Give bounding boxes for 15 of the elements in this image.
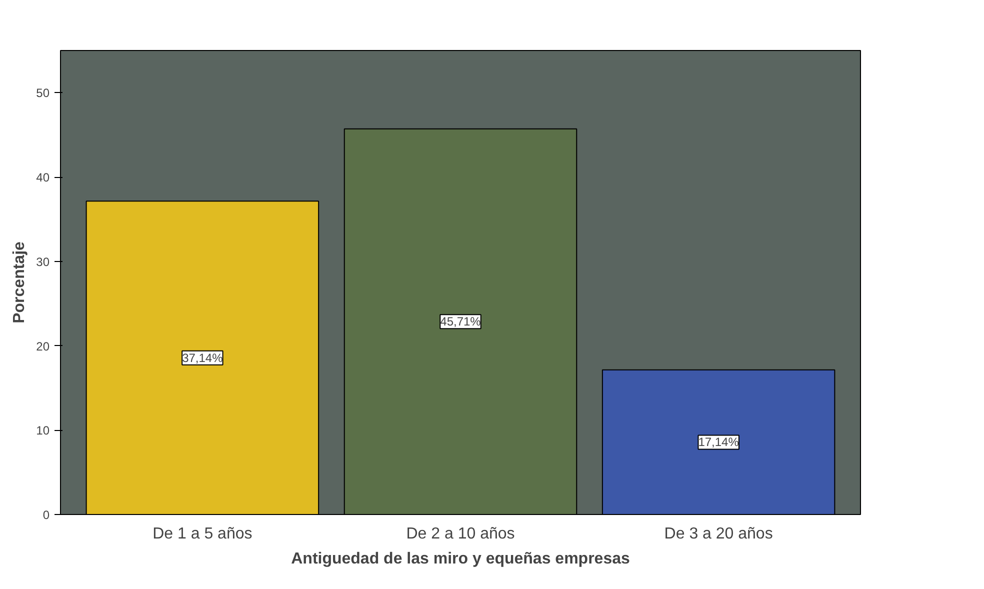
data-label: 17,14% <box>698 435 740 450</box>
y-tick-label: 30 <box>36 254 50 269</box>
x-tick-label: De 3 a 20 años <box>664 526 773 542</box>
y-tick-label: 20 <box>36 339 50 354</box>
bar <box>86 200 320 514</box>
y-axis-title: Porcentaje <box>11 241 28 324</box>
bar <box>344 128 578 514</box>
x-axis-title: Antiguedad de las miro y equeñas empresas <box>291 550 630 568</box>
y-tick-label: 0 <box>42 508 50 522</box>
y-tick-label: 50 <box>36 86 50 100</box>
y-tick-label: 40 <box>36 170 50 185</box>
y-tick-label: 10 <box>36 424 50 438</box>
bar <box>602 369 836 514</box>
x-tick-label: De 1 a 5 años <box>152 526 252 542</box>
x-tick-label: De 2 a 10 años <box>406 526 515 542</box>
